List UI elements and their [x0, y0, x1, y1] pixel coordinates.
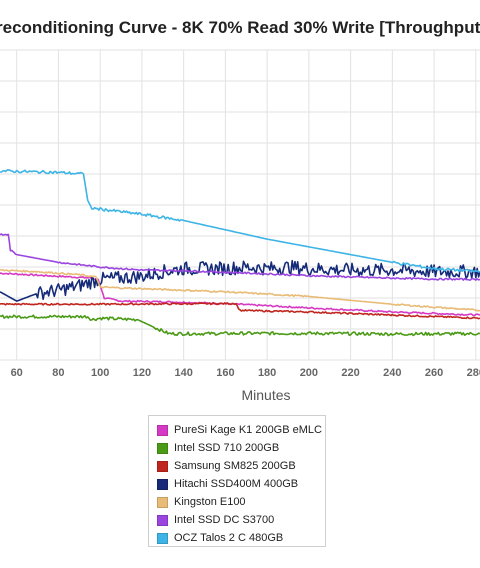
legend-entry: OCZ Talos 2 C 480GB: [157, 529, 325, 547]
legend-swatch: [157, 442, 168, 454]
legend-swatch: [157, 514, 168, 526]
series-line: [0, 302, 480, 320]
x-tick-label: 260: [425, 367, 443, 379]
legend-label: PureSi Kage K1 200GB eMLC: [174, 424, 322, 436]
x-tick-label: 240: [383, 367, 401, 379]
x-tick-label: 280: [467, 367, 480, 379]
x-tick-label: 100: [91, 367, 109, 379]
legend-entry: Samsung SM825 200GB: [157, 457, 325, 475]
series-line: [0, 314, 480, 337]
legend-swatch: [157, 478, 168, 490]
legend-entry: Intel SSD 710 200GB: [157, 439, 325, 457]
legend-label: Samsung SM825 200GB: [174, 460, 296, 472]
x-tick-label: 80: [52, 367, 64, 379]
legend-entry: Intel SSD DC S3700: [157, 511, 325, 529]
chart-title: reconditioning Curve - 8K 70% Read 30% W…: [0, 18, 480, 37]
legend-entry: PureSi Kage K1 200GB eMLC: [157, 421, 325, 439]
legend-entry: Hitachi SSD400M 400GB: [157, 475, 325, 493]
legend: PureSi Kage K1 200GB eMLC Intel SSD 710 2…: [148, 415, 326, 547]
legend-label: Intel SSD 710 200GB: [174, 442, 280, 454]
series-line: [0, 268, 480, 312]
legend-label: Intel SSD DC S3700: [174, 514, 275, 526]
legend-label: Kingston E100: [174, 496, 246, 508]
x-tick-label: 120: [133, 367, 151, 379]
x-tick-label: 140: [174, 367, 192, 379]
legend-label: OCZ Talos 2 C 480GB: [174, 532, 284, 544]
x-axis-label: Minutes: [241, 387, 290, 403]
legend-entry: Kingston E100: [157, 493, 325, 511]
legend-label: Hitachi SSD400M 400GB: [174, 478, 299, 490]
x-tick-label: 200: [300, 367, 318, 379]
series-line: [0, 259, 480, 302]
x-tick-label: 60: [11, 367, 23, 379]
series-line: [0, 169, 480, 273]
legend-swatch: [157, 496, 168, 508]
x-tick-label: 220: [341, 367, 359, 379]
series-line: [0, 272, 480, 317]
legend-swatch: [157, 532, 168, 544]
legend-swatch: [157, 424, 168, 436]
x-tick-label: 180: [258, 367, 276, 379]
x-tick-label: 160: [216, 367, 234, 379]
legend-swatch: [157, 460, 168, 472]
series-line: [0, 233, 480, 281]
